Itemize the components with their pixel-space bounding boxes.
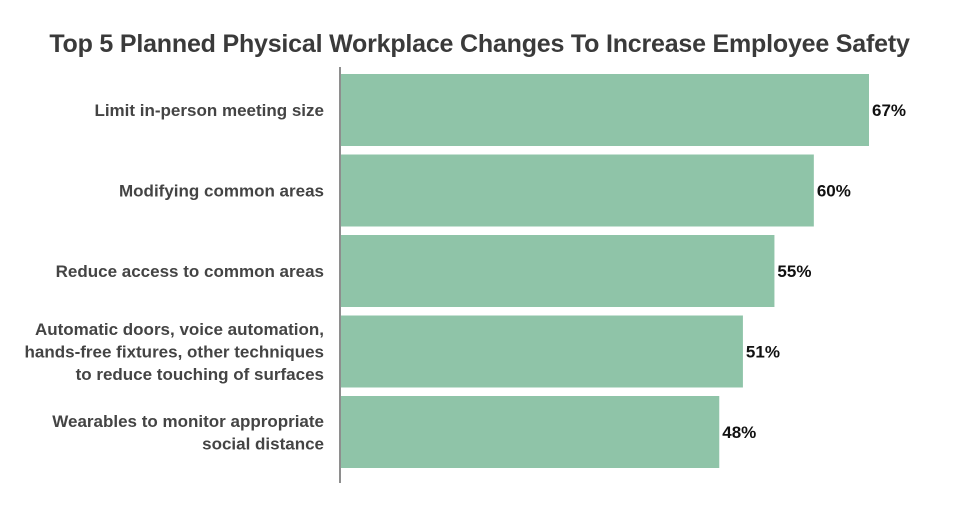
category-label-line: Reduce access to common areas [56,262,324,281]
bar [341,396,720,468]
bar [341,74,869,146]
category-label: Automatic doors, voice automation, hands-… [25,320,324,384]
category-label: Reduce access to common areas [56,262,324,281]
category-label-line: Modifying common areas [119,182,324,201]
category-label-line: Limit in-person meeting size [94,101,324,120]
category-label: Wearables to monitor appropriate social d… [52,412,324,454]
category-label-line: social distance [202,434,324,453]
bar [341,315,743,388]
category-label: Modifying common areas [119,182,324,201]
bar [341,154,814,227]
data-label: 48% [722,423,756,442]
category-label: Limit in-person meeting size [94,101,324,120]
category-label-line: to reduce touching of surfaces [76,365,324,384]
chart-title: Top 5 Planned Physical Workplace Changes… [49,30,910,58]
category-label-line: Automatic doors, voice automation, [35,320,324,339]
category-label-line: Wearables to monitor appropriate [52,412,324,431]
data-label: 67% [872,101,906,120]
data-label: 60% [817,182,851,201]
data-label: 51% [746,343,780,362]
bar [341,235,775,307]
category-label-line: hands-free fixtures, other techniques [25,343,324,362]
data-label: 55% [777,262,811,281]
